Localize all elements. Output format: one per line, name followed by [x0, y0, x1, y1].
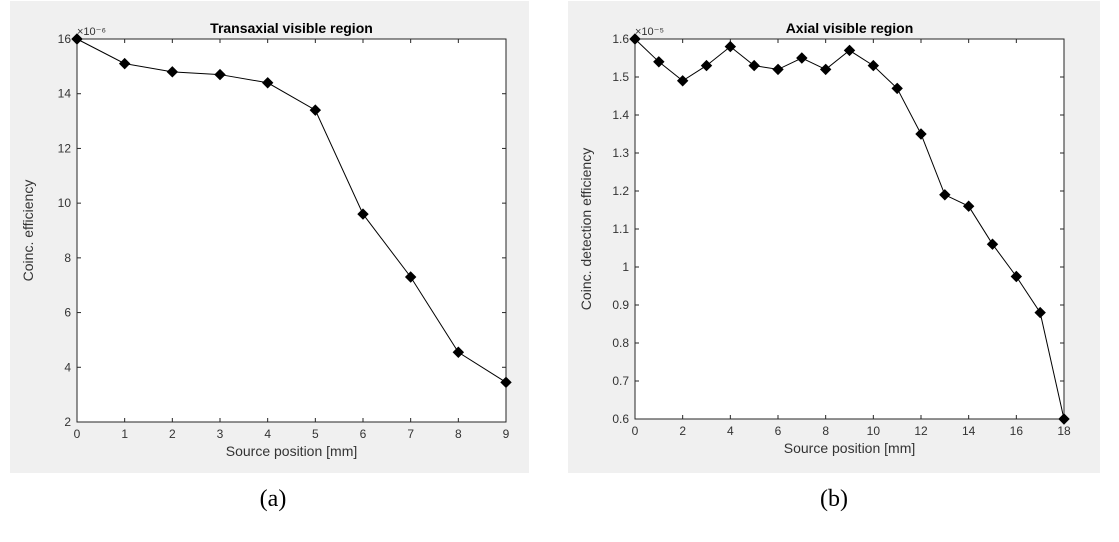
data-point	[772, 63, 784, 76]
chart-panel-axial: 0 2 4 6 8 10 12 14 16 18 0.6 0.7 0.8 0.9 1 1.1 1.2 1.3 1.4…	[568, 1, 1100, 473]
data-point	[452, 346, 465, 358]
y-tick-label: 1.4	[612, 108, 629, 122]
x-tick-label: 6	[360, 427, 367, 441]
data-point	[1058, 413, 1070, 425]
data-point	[986, 238, 999, 250]
x-tick-label: 8	[822, 424, 829, 438]
x-tick-label: 1	[121, 427, 128, 441]
data-point	[357, 208, 369, 220]
y-tick-label: 10	[58, 196, 72, 210]
x-axis-label: Source position [mm]	[226, 443, 358, 459]
y-tick-label: 4	[64, 360, 71, 374]
data-point	[166, 66, 179, 78]
x-tick-label: 10	[867, 424, 881, 438]
data-point	[962, 200, 975, 212]
data-point	[214, 68, 226, 81]
y-axis-label: Coinc. efficiency	[20, 180, 36, 282]
y-tick-label: 1.5	[612, 70, 629, 84]
chart-title: Transaxial visible region	[210, 20, 373, 36]
data-point	[71, 33, 83, 45]
x-tick-label: 14	[962, 424, 976, 438]
data-point	[748, 59, 760, 72]
data-point	[819, 63, 832, 76]
data-point	[1034, 306, 1046, 319]
data-point	[653, 56, 665, 68]
x-tick-label: 3	[217, 427, 224, 441]
y-tick-label: 16	[58, 32, 72, 46]
series-line	[76, 38, 507, 383]
y-tick-label: 1.6	[612, 32, 629, 46]
x-tick-label: 2	[169, 427, 176, 441]
y-tick-label: 0.7	[612, 374, 629, 388]
chart-panel-transaxial: 0 1 2 3 4 5 6 7 8 9 2 4 6 8 10 12 14 16 ×10⁻⁶ Transaxial vi…	[10, 1, 529, 473]
y-tick-label: 0.6	[612, 412, 629, 426]
data-point	[915, 128, 927, 140]
data-point	[700, 59, 713, 72]
y-tick-label: 12	[58, 141, 72, 155]
y-tick-label: 6	[64, 306, 71, 320]
data-point	[939, 189, 951, 201]
data-point	[676, 75, 689, 87]
x-tick-label: 4	[264, 427, 271, 441]
caption-a: (a)	[259, 486, 287, 512]
y-tick-label: 2	[64, 415, 71, 429]
data-point	[261, 77, 274, 89]
caption-b: (b)	[820, 486, 848, 512]
y-tick-label: 1.1	[612, 222, 629, 236]
exponent-label: ×10⁻⁶	[77, 26, 106, 38]
x-tick-label: 0	[74, 427, 81, 441]
x-tick-label: 5	[312, 427, 319, 441]
y-tick-label: 8	[64, 251, 71, 265]
x-tick-label: 6	[775, 424, 782, 438]
data-point	[891, 82, 903, 95]
x-tick-label: 0	[632, 424, 639, 438]
data-point	[629, 33, 641, 45]
x-tick-label: 12	[914, 424, 928, 438]
axes-box	[634, 38, 1065, 420]
chart-title: Axial visible region	[786, 20, 914, 36]
plot-area	[77, 39, 506, 422]
data-point	[500, 376, 512, 389]
y-tick-label: 14	[58, 87, 72, 101]
y-tick-label: 1.3	[612, 146, 629, 160]
data-point	[309, 104, 322, 116]
chart-axial: 0 2 4 6 8 10 12 14 16 18 0.6 0.7 0.8 0.9 1 1.1 1.2 1.3 1.4…	[578, 20, 1071, 456]
exponent-label: ×10⁻⁵	[635, 26, 664, 38]
x-tick-label: 16	[1010, 424, 1024, 438]
y-tick-label: 1.2	[612, 184, 629, 198]
data-point	[1010, 270, 1023, 283]
x-axis-label: Source position [mm]	[784, 440, 916, 456]
data-point	[724, 40, 737, 53]
data-point	[118, 57, 131, 70]
y-tick-label: 0.9	[612, 298, 629, 312]
x-tick-label: 18	[1057, 424, 1071, 438]
y-tick-label: 0.8	[612, 336, 629, 350]
x-tick-label: 7	[407, 427, 414, 441]
plot-area	[635, 39, 1064, 419]
y-axis-label: Coinc. detection efficiency	[578, 148, 594, 310]
data-point	[796, 52, 808, 64]
x-tick-label: 2	[679, 424, 686, 438]
y-tick-label: 1	[622, 260, 629, 274]
data-point	[867, 59, 880, 72]
axes-box	[76, 38, 507, 423]
data-point	[843, 44, 856, 57]
x-tick-label: 4	[727, 424, 734, 438]
data-point	[404, 271, 417, 283]
x-tick-label: 8	[455, 427, 462, 441]
x-tick-label: 9	[503, 427, 510, 441]
